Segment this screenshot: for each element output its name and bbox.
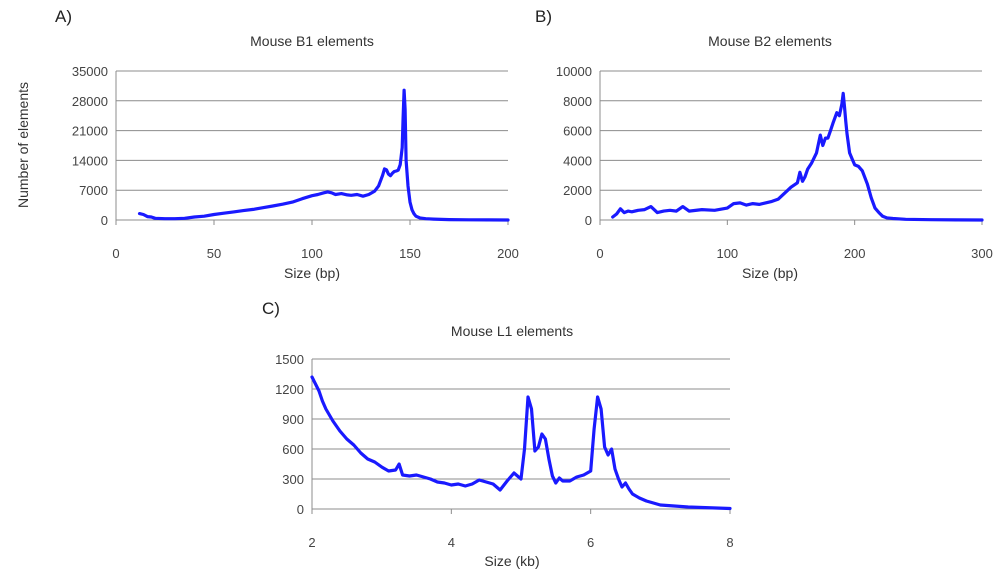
x-axis-label: Size (bp) <box>742 265 798 281</box>
panel-label: C) <box>262 299 280 318</box>
x-tick-label: 0 <box>596 246 603 261</box>
y-tick-label: 1200 <box>275 382 304 397</box>
x-tick-label: 8 <box>726 535 733 550</box>
chart-title: Mouse B1 elements <box>250 33 374 49</box>
y-tick-label: 6000 <box>563 124 592 139</box>
y-tick-label: 7000 <box>79 183 108 198</box>
y-tick-label: 0 <box>101 213 108 228</box>
panel-label: B) <box>535 7 552 26</box>
x-tick-label: 2 <box>308 535 315 550</box>
y-tick-label: 21000 <box>72 124 108 139</box>
y-tick-label: 0 <box>585 213 592 228</box>
x-tick-label: 50 <box>207 246 221 261</box>
x-tick-label: 100 <box>301 246 323 261</box>
y-tick-label: 4000 <box>563 153 592 168</box>
series-line-c <box>310 375 732 511</box>
y-tick-label: 2000 <box>563 183 592 198</box>
x-tick-label: 150 <box>399 246 421 261</box>
x-tick-label: 300 <box>971 246 993 261</box>
y-tick-label: 1500 <box>275 352 304 367</box>
chart-title: Mouse L1 elements <box>451 323 573 339</box>
y-tick-label: 14000 <box>72 153 108 168</box>
chart-title: Mouse B2 elements <box>708 33 832 49</box>
x-axis-label: Size (bp) <box>284 265 340 281</box>
y-tick-label: 300 <box>282 472 304 487</box>
chart-panel-b: 0 2000 4000 6000 8000 10000 0 100 200 300 B) Mouse … <box>535 7 993 281</box>
y-tick-label: 0 <box>297 502 304 517</box>
panel-label: A) <box>55 7 72 26</box>
x-tick-label: 200 <box>497 246 519 261</box>
x-tick-label: 4 <box>448 535 455 550</box>
y-tick-label: 900 <box>282 412 304 427</box>
y-tick-label: 35000 <box>72 64 108 79</box>
y-tick-label: 10000 <box>556 64 592 79</box>
series-line-a <box>137 88 510 222</box>
x-tick-label: 6 <box>587 535 594 550</box>
x-axis-label: Size (kb) <box>484 553 539 569</box>
x-tick-label: 200 <box>844 246 866 261</box>
y-tick-label: 600 <box>282 442 304 457</box>
x-tick-label: 100 <box>716 246 738 261</box>
y-tick-label: 28000 <box>72 94 108 109</box>
chart-panel-c: 0 300 600 900 1200 1500 2 4 6 8 C) Mouse L1 element… <box>262 299 734 569</box>
x-tick-label: 0 <box>112 246 119 261</box>
y-tick-label: 8000 <box>563 94 592 109</box>
y-axis-label: Number of elements <box>15 82 31 208</box>
chart-panel-a: 0 7000 14000 21000 28000 35000 0 50 100 150 200 A) M… <box>15 7 519 281</box>
series-line-b <box>611 91 984 222</box>
